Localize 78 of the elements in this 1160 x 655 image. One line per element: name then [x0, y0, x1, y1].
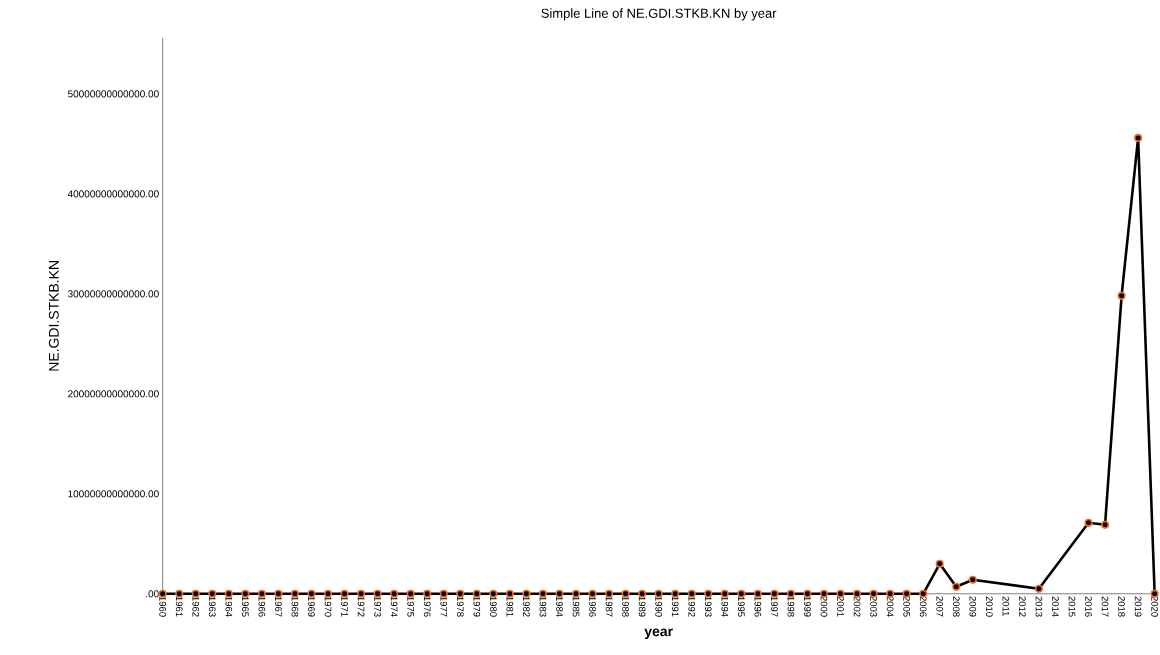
x-tick-label: 1999	[804, 596, 811, 617]
x-tick-label: 2015	[1068, 596, 1076, 617]
x-tick-label: 1996	[754, 596, 762, 617]
y-tick-label: 40000000000000.00	[67, 190, 159, 198]
x-tick-label: 1966	[258, 596, 266, 617]
x-tick-label: 1971	[341, 596, 348, 617]
x-tick-label: 2003	[870, 596, 877, 617]
x-tick-label: 1981	[506, 596, 514, 617]
x-tick-label: 1984	[556, 596, 563, 617]
x-tick-label: 1964	[225, 596, 233, 617]
point	[1100, 520, 1110, 530]
x-tick-label: 1979	[473, 596, 481, 617]
point	[1117, 291, 1126, 301]
y-tick-label: 30000000000000.00	[67, 290, 159, 298]
point	[935, 559, 944, 569]
x-tick-label: 2017	[1101, 596, 1109, 617]
x-tick-label: 2006	[919, 596, 927, 617]
x-tick-label: 1960	[159, 596, 167, 617]
x-tick-label: 1978	[456, 596, 464, 617]
x-tick-label: 1976	[423, 596, 431, 617]
x-tick-label: 1963	[208, 596, 216, 617]
point	[1034, 584, 1044, 594]
y-tick-label: 20000000000000.00	[68, 390, 159, 398]
x-tick-label: 2012	[1019, 596, 1026, 617]
point	[952, 582, 961, 592]
x-tick-label: 1986	[589, 596, 596, 617]
x-tick-label: 1992	[688, 596, 696, 617]
point	[1084, 518, 1093, 528]
x-tick-label: 1965	[241, 596, 249, 617]
x-tick-label: 1980	[489, 596, 497, 617]
y-axis-title: NE.GDI.STKB.KN	[48, 261, 59, 371]
x-tick-label: 1972	[357, 596, 365, 617]
x-tick-label: 1987	[605, 596, 613, 617]
x-tick-label: 2014	[1052, 596, 1059, 617]
x-tick-label: 1969	[308, 596, 315, 617]
x-tick-label: 1975	[407, 596, 415, 617]
point	[1134, 133, 1143, 143]
y-tick-label: 50000000000000.00	[67, 90, 159, 98]
x-tick-label: 1974	[390, 596, 398, 617]
x-tick-label: 1993	[704, 596, 712, 617]
x-tick-label: 1989	[638, 596, 646, 617]
x-tick-label: 1962	[192, 596, 200, 617]
y-tick-label: .00	[146, 590, 159, 598]
x-tick-label: 2010	[985, 596, 993, 617]
x-tick-label: 2011	[1002, 596, 1010, 617]
x-tick-label: 1994	[721, 596, 729, 617]
point	[968, 575, 977, 585]
x-tick-label: 1961	[175, 596, 183, 617]
x-tick-label: 1995	[737, 596, 745, 617]
x-tick-label: 2013	[1035, 596, 1043, 617]
x-tick-label: 2019	[1134, 596, 1142, 617]
x-tick-label: 1983	[539, 596, 547, 617]
x-tick-label: 2020	[1151, 596, 1159, 617]
x-tick-label: 2002	[853, 596, 861, 617]
x-tick-label: 1970	[324, 596, 332, 617]
x-tick-label: 2000	[820, 596, 828, 617]
x-tick-label: 1982	[523, 596, 530, 617]
x-tick-label: 1997	[771, 596, 778, 617]
x-tick-label: 1991	[671, 596, 679, 617]
x-tick-label: 1968	[291, 596, 299, 617]
x-tick-label: 1998	[787, 596, 795, 617]
x-tick-label: 2005	[903, 596, 911, 617]
x-tick-label: 1990	[655, 596, 663, 617]
x-axis-title: year	[644, 628, 673, 640]
x-tick-label: 1967	[275, 596, 282, 617]
x-tick-label: 1985	[572, 596, 580, 617]
x-tick-label: 2001	[837, 596, 844, 617]
x-tick-label: 2008	[952, 596, 960, 617]
x-tick-label: 2004	[886, 596, 894, 617]
x-tick-label: 1977	[440, 596, 448, 617]
y-tick-label: 10000000000000.00	[68, 490, 159, 498]
x-tick-label: 2007	[936, 596, 944, 617]
x-tick-label: 1988	[622, 596, 629, 617]
x-tick-label: 2016	[1085, 596, 1092, 617]
x-tick-label: 1973	[374, 596, 381, 617]
x-tick-label: 2018	[1118, 596, 1125, 617]
chart-title: Simple Line of NE.GDI.STKB.KN by year	[541, 8, 777, 21]
x-tick-label: 2009	[969, 596, 977, 617]
